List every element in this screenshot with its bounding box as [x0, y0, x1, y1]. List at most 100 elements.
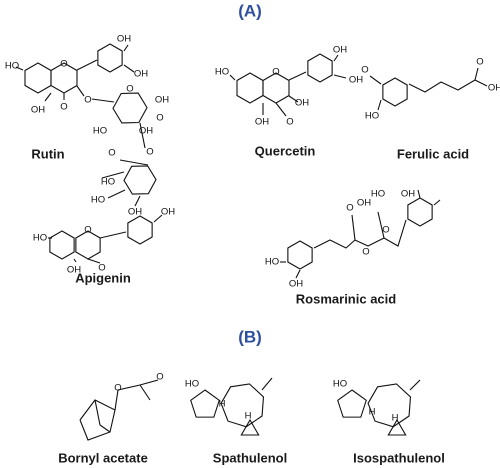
atom-label: OH [255, 117, 269, 128]
compound-name: Isospathulenol [353, 450, 445, 465]
bond [153, 214, 163, 223]
compound-name: Quercetin [255, 143, 316, 158]
bond [220, 383, 265, 428]
bond [99, 424, 111, 433]
bond [49, 230, 75, 260]
compound-name: Spathulenol [213, 450, 287, 465]
atom-label: O [346, 203, 353, 214]
atom-label: OH [357, 198, 371, 209]
bond [139, 384, 151, 401]
bond [134, 195, 141, 207]
compound-name: Bornyl acetate [58, 450, 148, 465]
bond [76, 59, 98, 71]
atom-label: H [392, 413, 399, 424]
atom-label: H [219, 399, 226, 410]
atom-label: O [60, 102, 67, 113]
bond [474, 79, 488, 87]
bond [369, 75, 382, 85]
atom-label: OH [401, 189, 415, 200]
atom-label: HO [365, 111, 379, 122]
atom-label: HO [371, 189, 385, 200]
bond [377, 211, 385, 239]
bond [229, 74, 236, 81]
bond [407, 197, 433, 227]
atom-label: O [156, 113, 163, 124]
bond [87, 258, 101, 264]
bond [190, 389, 220, 418]
compound-name: Ferulic acid [397, 146, 469, 161]
compound-name: Apigenin [75, 270, 131, 285]
atom-label: O [114, 383, 121, 394]
bond [333, 54, 339, 62]
atom-label: OH [289, 279, 303, 290]
bond [288, 71, 307, 81]
atom-label: O [126, 84, 133, 95]
bond [123, 44, 129, 52]
atom-label: OH [139, 126, 153, 137]
bond [73, 258, 77, 263]
bond [91, 98, 115, 103]
bond [117, 384, 141, 391]
bond [387, 418, 407, 436]
bond [123, 64, 135, 73]
atom-label: HO [5, 61, 19, 72]
atom-label: O [146, 147, 153, 158]
atom-label: O [84, 95, 91, 106]
atom-label: HO [91, 195, 105, 206]
bond [119, 159, 149, 166]
atom-label: O [156, 372, 163, 383]
bond [367, 383, 412, 428]
bond [114, 389, 119, 411]
bond [417, 189, 421, 199]
atom-label: H [369, 407, 376, 418]
bond [44, 92, 52, 102]
atom-label: OH [128, 207, 142, 218]
bond [287, 240, 313, 270]
section-label: (B) [238, 327, 262, 346]
atom-label: O [286, 117, 293, 128]
bond [236, 72, 264, 104]
atom-label: OH [134, 69, 148, 80]
structures [15, 43, 488, 441]
atom-label: O [98, 263, 105, 274]
atom-label: OH [117, 34, 131, 45]
atom-label: O [476, 57, 483, 68]
bond [433, 199, 441, 206]
bond [127, 215, 153, 245]
atom-label: HO [265, 257, 279, 268]
atom-label: HO [185, 379, 199, 390]
bond [307, 53, 333, 83]
bond [76, 85, 85, 97]
atom-label: OH [349, 75, 363, 86]
bond [24, 62, 52, 94]
bond [97, 43, 123, 73]
bond [295, 269, 301, 279]
bond [351, 214, 356, 241]
atom-label: OH [333, 45, 347, 56]
atom-label: OH [67, 265, 81, 276]
compound-name: Rosmarinic acid [296, 291, 396, 306]
atom-label: O [272, 67, 279, 78]
bond [112, 92, 148, 124]
atom-label: HO [93, 126, 107, 137]
atom-label: OH [155, 95, 169, 106]
atom-label: O [84, 225, 91, 236]
atom-label: OH [161, 207, 175, 218]
atom-label: O [361, 65, 368, 76]
atom-label: OH [488, 83, 500, 94]
bond [94, 399, 101, 426]
bond [15, 66, 24, 71]
bond [382, 77, 408, 107]
atom-label: O [382, 225, 389, 236]
bond [377, 99, 382, 111]
bond [107, 189, 126, 199]
bond [79, 399, 116, 441]
bond [474, 67, 479, 81]
atom-label: HO [333, 379, 347, 390]
atom-label: O [362, 247, 369, 258]
bond [101, 171, 125, 179]
bond [99, 231, 127, 239]
compound-name: Rutin [31, 146, 64, 161]
bond [123, 165, 157, 195]
